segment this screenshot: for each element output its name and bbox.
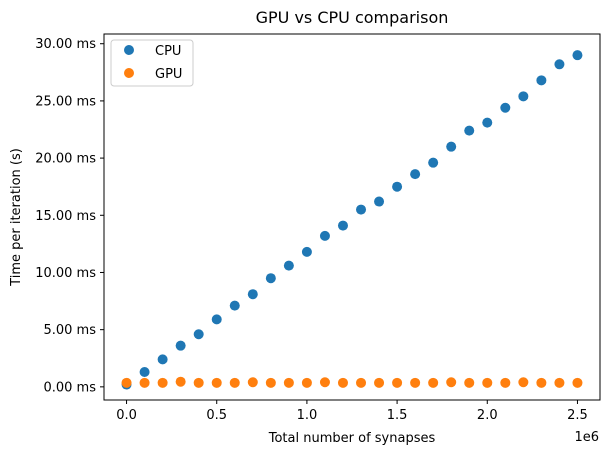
point-cpu-13 — [356, 204, 367, 215]
point-cpu-17 — [428, 157, 439, 168]
point-gpu-16 — [410, 377, 421, 388]
point-cpu-4 — [193, 329, 204, 340]
point-cpu-7 — [247, 289, 258, 300]
point-gpu-6 — [229, 377, 240, 388]
y-axis-offset-label: 1e6 — [574, 430, 599, 445]
point-gpu-17 — [428, 377, 439, 388]
y-tick-label: 0.00 ms — [43, 380, 96, 395]
y-tick-label: 10.00 ms — [35, 266, 96, 281]
legend: CPU GPU — [110, 39, 194, 87]
point-cpu-6 — [229, 300, 240, 311]
point-cpu-15 — [392, 181, 403, 192]
point-gpu-0 — [121, 377, 132, 388]
point-gpu-12 — [337, 377, 348, 388]
x-tick-label: 1.5 — [387, 408, 408, 423]
x-tick-label: 0.0 — [116, 408, 137, 423]
point-gpu-10 — [301, 377, 312, 388]
point-cpu-5 — [211, 314, 222, 325]
point-gpu-19 — [464, 377, 475, 388]
point-gpu-22 — [518, 377, 529, 388]
y-tick-label: 5.00 ms — [43, 323, 96, 338]
point-cpu-25 — [572, 50, 583, 61]
x-tick-label: 0.5 — [206, 408, 227, 423]
x-axis: 0.0 0.5 1.0 1.5 2.0 2.5 — [116, 400, 588, 423]
point-cpu-14 — [374, 196, 385, 207]
point-cpu-3 — [175, 340, 186, 351]
point-cpu-16 — [410, 169, 421, 180]
x-axis-label: Total number of synapses — [268, 431, 436, 446]
x-tick-label: 2.0 — [477, 408, 498, 423]
x-tick-label: 2.5 — [567, 408, 588, 423]
point-gpu-7 — [247, 377, 258, 388]
chart-title: GPU vs CPU comparison — [256, 8, 449, 27]
point-cpu-9 — [283, 260, 294, 271]
point-gpu-3 — [175, 376, 186, 387]
point-gpu-20 — [482, 377, 493, 388]
point-cpu-8 — [265, 273, 276, 284]
y-tick-label: 30.00 ms — [35, 37, 96, 52]
point-gpu-21 — [500, 377, 511, 388]
point-cpu-23 — [536, 75, 547, 86]
y-tick-label: 20.00 ms — [35, 152, 96, 167]
point-gpu-1 — [139, 377, 150, 388]
point-cpu-24 — [554, 59, 565, 70]
point-cpu-10 — [301, 246, 312, 257]
point-gpu-18 — [446, 377, 457, 388]
point-gpu-25 — [572, 377, 583, 388]
point-cpu-12 — [337, 220, 348, 231]
point-cpu-2 — [157, 354, 168, 365]
plot-frame — [103, 33, 601, 401]
point-gpu-14 — [374, 377, 385, 388]
point-gpu-4 — [193, 377, 204, 388]
y-tick-label: 25.00 ms — [35, 94, 96, 109]
plot-area — [104, 34, 600, 400]
legend-marker-cpu — [124, 45, 134, 55]
y-axis: 0.00 ms 5.00 ms 10.00 ms 15.00 ms 20.00 ms 25… — [35, 37, 104, 395]
x-tick-label: 1.0 — [297, 408, 318, 423]
point-cpu-18 — [446, 141, 457, 152]
point-gpu-23 — [536, 377, 547, 388]
point-cpu-20 — [482, 117, 493, 128]
point-gpu-15 — [392, 377, 403, 388]
legend-label-gpu: GPU — [155, 67, 182, 82]
point-gpu-9 — [283, 377, 294, 388]
y-axis-label: Time per iteration (s) — [9, 148, 24, 287]
point-gpu-13 — [356, 377, 367, 388]
point-cpu-19 — [464, 125, 475, 136]
legend-marker-gpu — [124, 68, 134, 78]
point-gpu-2 — [157, 377, 168, 388]
point-cpu-21 — [500, 102, 511, 113]
point-cpu-1 — [139, 366, 150, 377]
point-cpu-22 — [518, 91, 529, 102]
point-gpu-24 — [554, 377, 565, 388]
y-tick-label: 15.00 ms — [35, 209, 96, 224]
legend-label-cpu: CPU — [155, 44, 181, 59]
point-cpu-11 — [319, 230, 330, 241]
point-gpu-8 — [265, 377, 276, 388]
point-gpu-5 — [211, 377, 222, 388]
data-points — [121, 50, 583, 390]
point-gpu-11 — [319, 377, 330, 388]
